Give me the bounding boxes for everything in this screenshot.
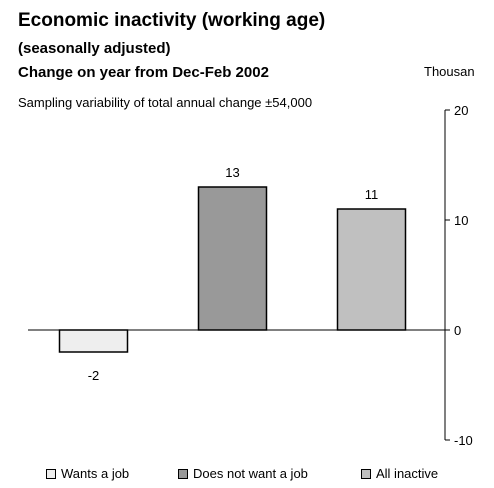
data-label-all-inactive: 11 xyxy=(365,187,379,202)
bar-wants-a-job xyxy=(58,329,129,353)
y-tick-label: 20 xyxy=(454,103,468,118)
data-label-does-not-want-a-job: 13 xyxy=(225,165,239,180)
chart-subtitle: (seasonally adjusted) xyxy=(18,40,171,57)
bar-all-inactive xyxy=(336,208,407,331)
legend-label-wants-a-job: Wants a job xyxy=(61,466,130,481)
y-tick-label: 0 xyxy=(454,323,461,338)
bar-chart: 20 10 0 -10 -2 13 11 xyxy=(28,103,473,448)
bar-does-not-want-a-job xyxy=(197,186,268,331)
chart-title: Economic inactivity (working age) xyxy=(18,10,326,31)
legend-label-all-inactive: All inactive xyxy=(376,466,439,481)
sampling-variability-note: Sampling variability of total annual cha… xyxy=(18,95,313,110)
legend-swatch-does-not-want-a-job xyxy=(178,468,188,479)
legend-item-wants-a-job: Wants a job xyxy=(46,466,129,481)
y-tick-label: -10 xyxy=(454,433,473,448)
data-label-wants-a-job: -2 xyxy=(88,368,100,383)
legend-label-does-not-want-a-job: Does not want a job xyxy=(193,466,308,481)
legend-item-all-inactive: All inactive xyxy=(361,466,438,481)
legend-swatch-wants-a-job xyxy=(46,468,56,479)
y-axis-units-label: Thousan xyxy=(424,64,475,79)
legend: Wants a job Does not want a job All inac… xyxy=(0,466,494,486)
legend-swatch-all-inactive xyxy=(361,468,371,479)
y-tick-label: 10 xyxy=(454,213,468,228)
legend-item-does-not-want-a-job: Does not want a job xyxy=(178,466,308,481)
chart-subtitle-period: Change on year from Dec-Feb 2002 xyxy=(18,64,269,81)
